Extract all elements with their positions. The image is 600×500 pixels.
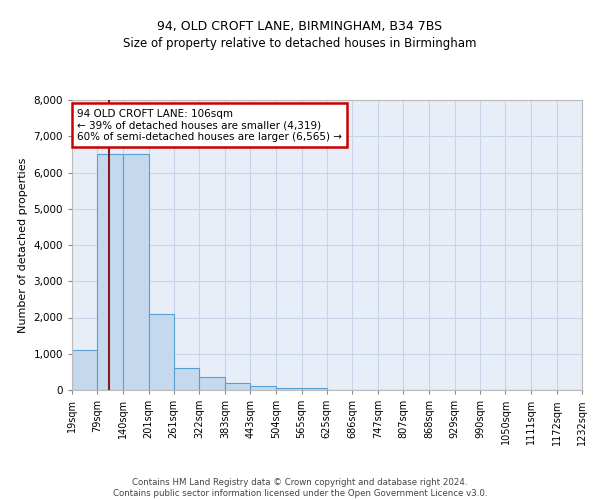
- Y-axis label: Number of detached properties: Number of detached properties: [18, 158, 28, 332]
- Text: 94 OLD CROFT LANE: 106sqm
← 39% of detached houses are smaller (4,319)
60% of se: 94 OLD CROFT LANE: 106sqm ← 39% of detac…: [77, 108, 342, 142]
- Text: Contains HM Land Registry data © Crown copyright and database right 2024.
Contai: Contains HM Land Registry data © Crown c…: [113, 478, 487, 498]
- Bar: [250, 386, 276, 390]
- Bar: [97, 154, 123, 390]
- Text: 94, OLD CROFT LANE, BIRMINGHAM, B34 7BS: 94, OLD CROFT LANE, BIRMINGHAM, B34 7BS: [157, 20, 443, 33]
- Bar: [72, 350, 97, 390]
- Bar: [123, 154, 149, 390]
- Bar: [174, 368, 199, 390]
- Bar: [149, 314, 174, 390]
- Bar: [225, 384, 250, 390]
- Bar: [302, 388, 327, 390]
- Text: Size of property relative to detached houses in Birmingham: Size of property relative to detached ho…: [123, 38, 477, 51]
- Bar: [276, 388, 302, 390]
- Bar: [199, 378, 225, 390]
